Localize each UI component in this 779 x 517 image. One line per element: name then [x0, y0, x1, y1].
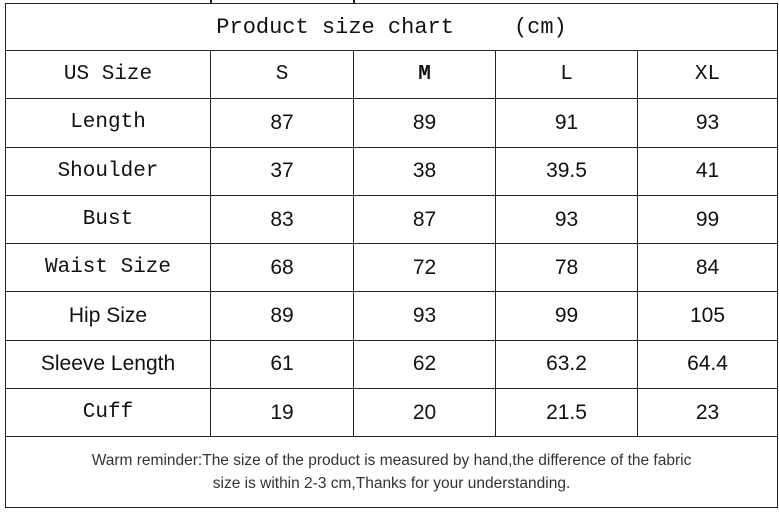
note-row: Warm reminder:The size of the product is…	[4, 436, 779, 509]
value-cell: 68	[210, 243, 354, 293]
header-cell: M	[353, 49, 496, 100]
value-cell: 39.5	[495, 146, 638, 196]
value-cell: 41	[636, 146, 779, 196]
row-label: Cuff	[5, 388, 211, 438]
value-cell: 91	[495, 98, 638, 148]
row-label: Shoulder	[5, 146, 211, 196]
value-cell: 23	[636, 388, 779, 438]
value-cell: 83	[210, 194, 354, 245]
size-chart-table: Product size chart (cm) US Size S M L XL …	[4, 3, 779, 509]
value-cell: 105	[636, 291, 779, 341]
row-label: Sleeve Length	[5, 339, 211, 390]
row-label: Hip Size	[5, 291, 211, 341]
value-cell: 61	[210, 339, 354, 390]
title-text: Product size chart	[216, 14, 454, 40]
value-cell: 99	[636, 194, 779, 245]
table-row: Hip Size 89 93 99 105	[5, 291, 779, 341]
header-cell: XL	[636, 49, 779, 100]
header-cell: L	[495, 49, 638, 100]
value-cell: 20	[353, 388, 496, 438]
value-cell: 99	[495, 291, 638, 341]
warm-reminder: Warm reminder:The size of the product is…	[4, 436, 779, 509]
value-cell: 38	[353, 146, 496, 196]
table-title: Product size chart (cm)	[4, 3, 779, 51]
header-cell: US Size	[5, 49, 211, 100]
value-cell: 93	[636, 98, 779, 148]
value-cell: 72	[353, 243, 496, 293]
row-label: Waist Size	[5, 243, 211, 293]
value-cell: 93	[495, 194, 638, 245]
header-cell: S	[210, 49, 354, 100]
value-cell: 19	[210, 388, 354, 438]
table-row: Waist Size 68 72 78 84	[5, 243, 779, 293]
table-row: Cuff 19 20 21.5 23	[5, 388, 779, 438]
value-cell: 37	[210, 146, 354, 196]
title-row: Product size chart (cm)	[4, 3, 779, 51]
value-cell: 89	[210, 291, 354, 341]
unit-text: (cm)	[513, 14, 567, 40]
table-row: Length 87 89 91 93	[5, 98, 779, 148]
table-row: Bust 83 87 93 99	[5, 194, 779, 245]
value-cell: 64.4	[636, 339, 779, 390]
value-cell: 93	[353, 291, 496, 341]
value-cell: 62	[353, 339, 496, 390]
value-cell: 21.5	[495, 388, 638, 438]
table-row: Sleeve Length 61 62 63.2 64.4	[5, 339, 779, 390]
value-cell: 87	[353, 194, 496, 245]
value-cell: 78	[495, 243, 638, 293]
note-line: Warm reminder:The size of the product is…	[91, 452, 692, 470]
value-cell: 84	[636, 243, 779, 293]
value-cell: 63.2	[495, 339, 638, 390]
value-cell: 87	[210, 98, 354, 148]
value-cell: 89	[353, 98, 496, 148]
table-row: Shoulder 37 38 39.5 41	[5, 146, 779, 196]
note-line: size is within 2-3 cm,Thanks for your un…	[212, 475, 571, 493]
row-label: Bust	[5, 194, 211, 245]
header-row: US Size S M L XL	[5, 49, 779, 100]
row-label: Length	[5, 98, 211, 148]
